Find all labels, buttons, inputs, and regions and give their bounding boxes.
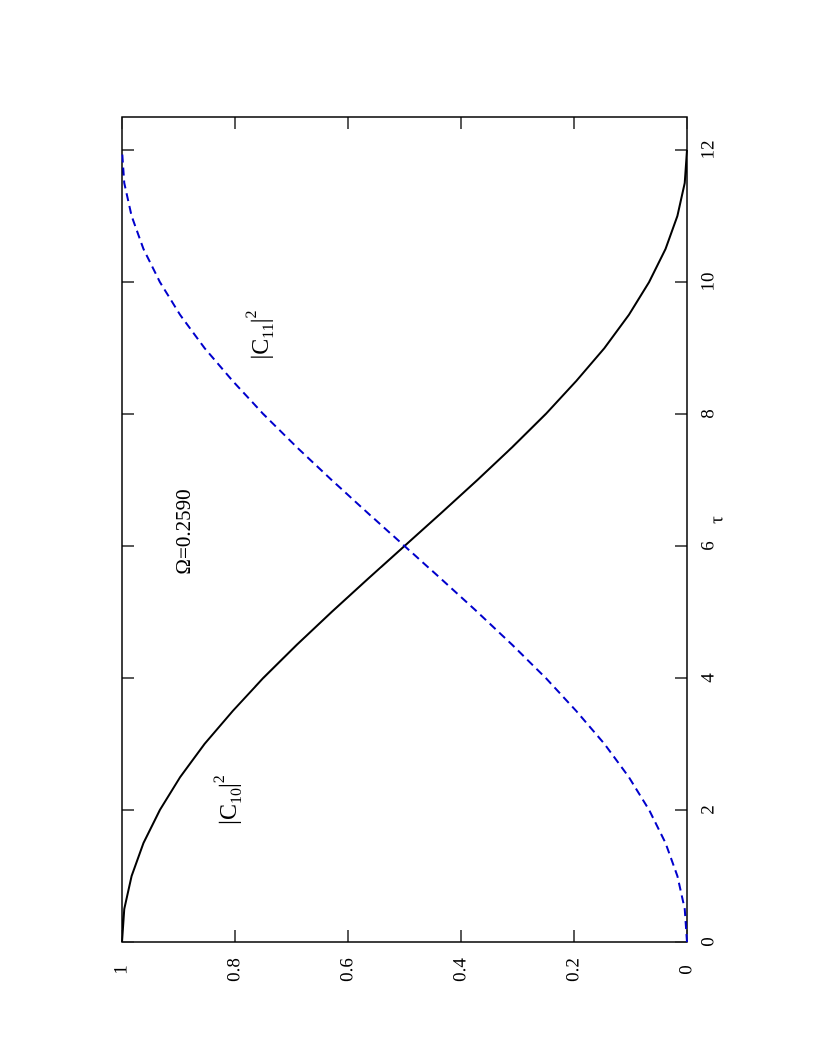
- x-tick-label: 8: [697, 409, 718, 419]
- series-label-part: 2: [211, 775, 228, 783]
- y-tick-label: 0.4: [449, 958, 470, 982]
- x-tick-label: 12: [697, 141, 718, 160]
- series-label-part: |: [248, 318, 274, 323]
- y-tick-label: 0.8: [223, 958, 244, 982]
- x-tick-label: 2: [697, 805, 718, 815]
- series-label-part: 2: [243, 310, 260, 318]
- annotation: Ω=0.2590: [171, 489, 195, 574]
- x-tick-label: 4: [697, 673, 718, 683]
- plot-frame: [121, 116, 688, 943]
- series-label: |C10|2: [211, 775, 245, 825]
- series-label: |C11|2: [243, 310, 277, 359]
- y-tick-label: 0.2: [562, 958, 583, 982]
- y-tick-label: 0.6: [336, 958, 357, 982]
- series-label-part: |C: [248, 339, 274, 360]
- y-tick-label: 1: [110, 965, 131, 975]
- y-tick-label: 0: [675, 965, 696, 975]
- series-label-part: |: [216, 783, 242, 788]
- series-label-part: 10: [228, 788, 245, 804]
- x-axis-label: τ: [706, 516, 727, 524]
- x-tick-label: 6: [697, 541, 718, 551]
- series-label-part: 11: [260, 323, 277, 338]
- x-tick-label: 10: [697, 273, 718, 292]
- series-label-part: |C: [216, 804, 242, 825]
- line-series: [121, 149, 688, 943]
- x-tick-label: 0: [697, 937, 718, 947]
